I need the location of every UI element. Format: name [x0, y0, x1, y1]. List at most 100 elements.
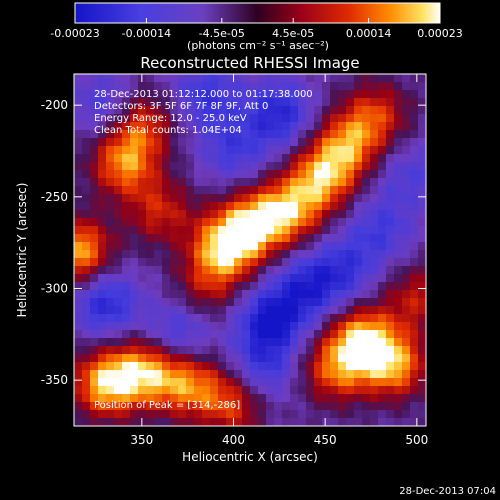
heatmap-cell [266, 202, 275, 211]
heatmap-cell [138, 82, 147, 91]
heatmap-cell [226, 362, 235, 371]
heatmap-cell [266, 418, 275, 427]
heatmap-cell [346, 186, 355, 195]
heatmap-cell [362, 282, 371, 291]
heatmap-cell [218, 258, 227, 267]
heatmap-cell [122, 386, 131, 395]
heatmap-cell [218, 314, 227, 323]
heatmap-cell [314, 402, 323, 411]
heatmap-cell [114, 394, 123, 403]
heatmap-cell [266, 410, 275, 419]
heatmap-cell [250, 402, 259, 411]
heatmap-cell [266, 354, 275, 363]
heatmap-cell [202, 402, 211, 411]
heatmap-cell [418, 266, 427, 275]
heatmap-cell [90, 202, 99, 211]
heatmap-cell [90, 234, 99, 243]
heatmap-cell [266, 98, 275, 107]
heatmap-cell [90, 130, 99, 139]
heatmap-cell [210, 98, 219, 107]
heatmap-cell [306, 306, 315, 315]
heatmap-cell [170, 114, 179, 123]
heatmap-cell [394, 354, 403, 363]
heatmap-cell [354, 402, 363, 411]
heatmap-cell [210, 234, 219, 243]
heatmap-cell [314, 90, 323, 99]
heatmap-cell [146, 74, 155, 83]
heatmap-cell [146, 354, 155, 363]
heatmap-cell [362, 290, 371, 299]
heatmap-cell [202, 322, 211, 331]
heatmap-cell [314, 266, 323, 275]
heatmap-cell [154, 402, 163, 411]
heatmap-cell [106, 218, 115, 227]
heatmap-cell [98, 210, 107, 219]
heatmap-cell [386, 338, 395, 347]
heatmap-cell [258, 98, 267, 107]
heatmap-cell [298, 226, 307, 235]
heatmap-cell [186, 298, 195, 307]
heatmap-cell [210, 186, 219, 195]
heatmap-cell [322, 74, 331, 83]
heatmap-cell [338, 394, 347, 403]
heatmap-cell [154, 194, 163, 203]
heatmap-cell [250, 82, 259, 91]
plot-area: 350 400 450 500-200-250-300-350 [41, 73, 428, 447]
heatmap-cell [298, 346, 307, 355]
heatmap-cell [122, 154, 131, 163]
heatmap-cell [98, 130, 107, 139]
heatmap-cell [170, 306, 179, 315]
heatmap-cell [306, 234, 315, 243]
heatmap-cell [290, 306, 299, 315]
heatmap-cell [370, 402, 379, 411]
heatmap-cell [114, 298, 123, 307]
heatmap-cell [226, 146, 235, 155]
heatmap-cell [282, 258, 291, 267]
heatmap-cell [218, 306, 227, 315]
heatmap-cell [298, 162, 307, 171]
heatmap-cell [98, 322, 107, 331]
heatmap-cell [98, 178, 107, 187]
heatmap-cell [98, 354, 107, 363]
heatmap-cell [178, 410, 187, 419]
heatmap-cell [74, 378, 83, 387]
heatmap-cell [290, 274, 299, 283]
colorbar-tick-label: 0.00014 [346, 27, 392, 40]
heatmap-cell [282, 98, 291, 107]
heatmap-cell [410, 418, 419, 427]
heatmap-cell [170, 290, 179, 299]
heatmap-cell [210, 226, 219, 235]
heatmap-cell [274, 394, 283, 403]
heatmap-cell [394, 250, 403, 259]
heatmap-cell [362, 362, 371, 371]
heatmap-cell [402, 362, 411, 371]
heatmap-cell [338, 146, 347, 155]
heatmap-cell [138, 114, 147, 123]
heatmap-cell [138, 242, 147, 251]
heatmap-cell [106, 418, 115, 427]
heatmap-cell [114, 146, 123, 155]
heatmap-cell [386, 410, 395, 419]
heatmap-cell [122, 226, 131, 235]
heatmap-cell [282, 226, 291, 235]
heatmap-cell [138, 218, 147, 227]
heatmap-cell [330, 386, 339, 395]
heatmap-cell [242, 266, 251, 275]
heatmap-cell [114, 314, 123, 323]
heatmap-cell [370, 194, 379, 203]
heatmap-cell [162, 386, 171, 395]
heatmap-cell [162, 226, 171, 235]
heatmap-cell [346, 74, 355, 83]
heatmap-cell [410, 338, 419, 347]
heatmap-cell [194, 170, 203, 179]
heatmap-cell [378, 218, 387, 227]
heatmap-cell [338, 298, 347, 307]
heatmap-cell [194, 338, 203, 347]
heatmap-cell [298, 250, 307, 259]
heatmap-cell [282, 250, 291, 259]
heatmap-cell [226, 290, 235, 299]
heatmap-cell [338, 122, 347, 131]
heatmap-cell [82, 194, 91, 203]
heatmap-cell [266, 330, 275, 339]
heatmap-cell [306, 178, 315, 187]
